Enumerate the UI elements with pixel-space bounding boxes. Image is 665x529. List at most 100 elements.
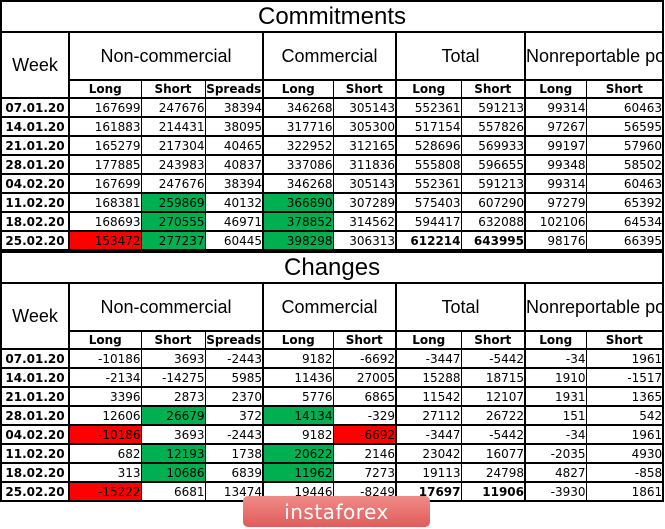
value-cell: -329 (332, 405, 397, 426)
value-cell: -14275 (140, 367, 206, 388)
value-cell: 247676 (140, 173, 206, 194)
value-cell: 1861 (585, 481, 664, 502)
value-cell: 7273 (332, 462, 397, 483)
value-cell: 151 (524, 405, 587, 426)
value-cell: -5442 (460, 424, 526, 445)
value-cell: 366890 (262, 192, 334, 213)
value-cell: 97267 (524, 116, 587, 137)
date-cell: 07.01.20 (0, 97, 70, 118)
value-cell: 24798 (460, 462, 526, 483)
value-cell: 40837 (204, 154, 264, 175)
value-cell: 99314 (524, 97, 587, 118)
value-cell: 60445 (204, 230, 264, 251)
changes-row-04.02.20: 04.02.20 -10186 3693 -2443 9182 -6692 -3447 -54… (0, 424, 664, 445)
value-cell: 277237 (140, 230, 206, 251)
value-cell: 38095 (204, 116, 264, 137)
value-cell: 14134 (262, 405, 334, 426)
value-cell: 346268 (262, 97, 334, 118)
changes-row-14.01.20: 14.01.20 -2134 -14275 5985 11436 27005 15288 18… (0, 367, 664, 388)
commitments-row-14.01.20: 14.01.20 161883 214431 38095 317716 305300 517… (0, 116, 664, 137)
value-cell: 372 (204, 405, 264, 426)
value-cell: 557826 (460, 116, 526, 137)
value-cell: 306313 (332, 230, 397, 251)
commitments-group-non-commercial: Non-commercial (68, 31, 264, 81)
date-cell: 18.02.20 (0, 462, 70, 483)
value-cell: 46971 (204, 211, 264, 232)
value-cell: -2443 (204, 424, 264, 445)
commitments-group-total: Total (395, 31, 526, 81)
value-cell: 1961 (585, 348, 664, 369)
commitments-group-commercial: Commercial (262, 31, 397, 81)
value-cell: 177885 (68, 154, 142, 175)
commitments-table: Commitments Week Non-commercial Commercial T… (0, 0, 665, 251)
value-cell: 167699 (68, 173, 142, 194)
value-cell: 6839 (204, 462, 264, 483)
value-cell: -1517 (585, 367, 664, 388)
commitments-subheader-short: Short (140, 79, 206, 99)
value-cell: 27112 (395, 405, 462, 426)
value-cell: 243983 (140, 154, 206, 175)
value-cell: 632088 (460, 211, 526, 232)
date-cell: 21.01.20 (0, 386, 70, 407)
commitments-subheader-long: Long (68, 79, 142, 99)
value-cell: 11542 (395, 386, 462, 407)
value-cell: 23042 (395, 443, 462, 464)
value-cell: 259869 (140, 192, 206, 213)
value-cell: -15222 (68, 481, 142, 502)
changes-subheader-long: Long (524, 330, 587, 350)
value-cell: 552361 (395, 97, 462, 118)
value-cell: 168693 (68, 211, 142, 232)
commitments-group-nonreportable-positions: Nonreportable positions (523, 31, 664, 81)
changes-row-07.01.20: 07.01.20 -10186 3693 -2443 9182 -6692 -3447 -54… (0, 348, 664, 369)
value-cell: 6681 (140, 481, 206, 502)
value-cell: -3447 (395, 424, 462, 445)
value-cell: 1365 (585, 386, 664, 407)
value-cell: 97279 (524, 192, 587, 213)
value-cell: 313 (68, 462, 142, 483)
commitments-subheader-short: Short (460, 79, 526, 99)
value-cell: 9182 (262, 424, 334, 445)
date-cell: 11.02.20 (0, 443, 70, 464)
value-cell: 40465 (204, 135, 264, 156)
date-cell: 25.02.20 (0, 230, 70, 251)
value-cell: 12193 (140, 443, 206, 464)
value-cell: 322952 (262, 135, 334, 156)
value-cell: 58502 (585, 154, 664, 175)
value-cell: 1738 (204, 443, 264, 464)
value-cell: 4827 (524, 462, 587, 483)
changes-week-header: Week (0, 282, 70, 350)
value-cell: 1910 (524, 367, 587, 388)
value-cell: 2873 (140, 386, 206, 407)
value-cell: 5776 (262, 386, 334, 407)
value-cell: 307289 (332, 192, 397, 213)
value-cell: 168381 (68, 192, 142, 213)
value-cell: 314562 (332, 211, 397, 232)
value-cell: 57960 (585, 135, 664, 156)
value-cell: 5985 (204, 367, 264, 388)
changes-group-total: Total (395, 282, 526, 332)
date-cell: 25.02.20 (0, 481, 70, 502)
value-cell: 575403 (395, 192, 462, 213)
changes-title: Changes (0, 251, 664, 284)
value-cell: 2146 (332, 443, 397, 464)
value-cell: 542 (585, 405, 664, 426)
value-cell: 305143 (332, 97, 397, 118)
value-cell: 552361 (395, 173, 462, 194)
date-cell: 28.01.20 (0, 154, 70, 175)
value-cell: 65392 (585, 192, 664, 213)
value-cell: -10186 (68, 348, 142, 369)
value-cell: 305143 (332, 173, 397, 194)
value-cell: 594417 (395, 211, 462, 232)
value-cell: 346268 (262, 173, 334, 194)
value-cell: 18715 (460, 367, 526, 388)
value-cell: -34 (524, 424, 587, 445)
value-cell: 12107 (460, 386, 526, 407)
value-cell: 596655 (460, 154, 526, 175)
changes-row-28.01.20: 28.01.20 12606 26679 372 14134 -329 27112 26722… (0, 405, 664, 426)
value-cell: 270555 (140, 211, 206, 232)
value-cell: -6692 (332, 348, 397, 369)
value-cell: 153472 (68, 230, 142, 251)
value-cell: -2035 (524, 443, 587, 464)
changes-subheader-short: Short (332, 330, 397, 350)
